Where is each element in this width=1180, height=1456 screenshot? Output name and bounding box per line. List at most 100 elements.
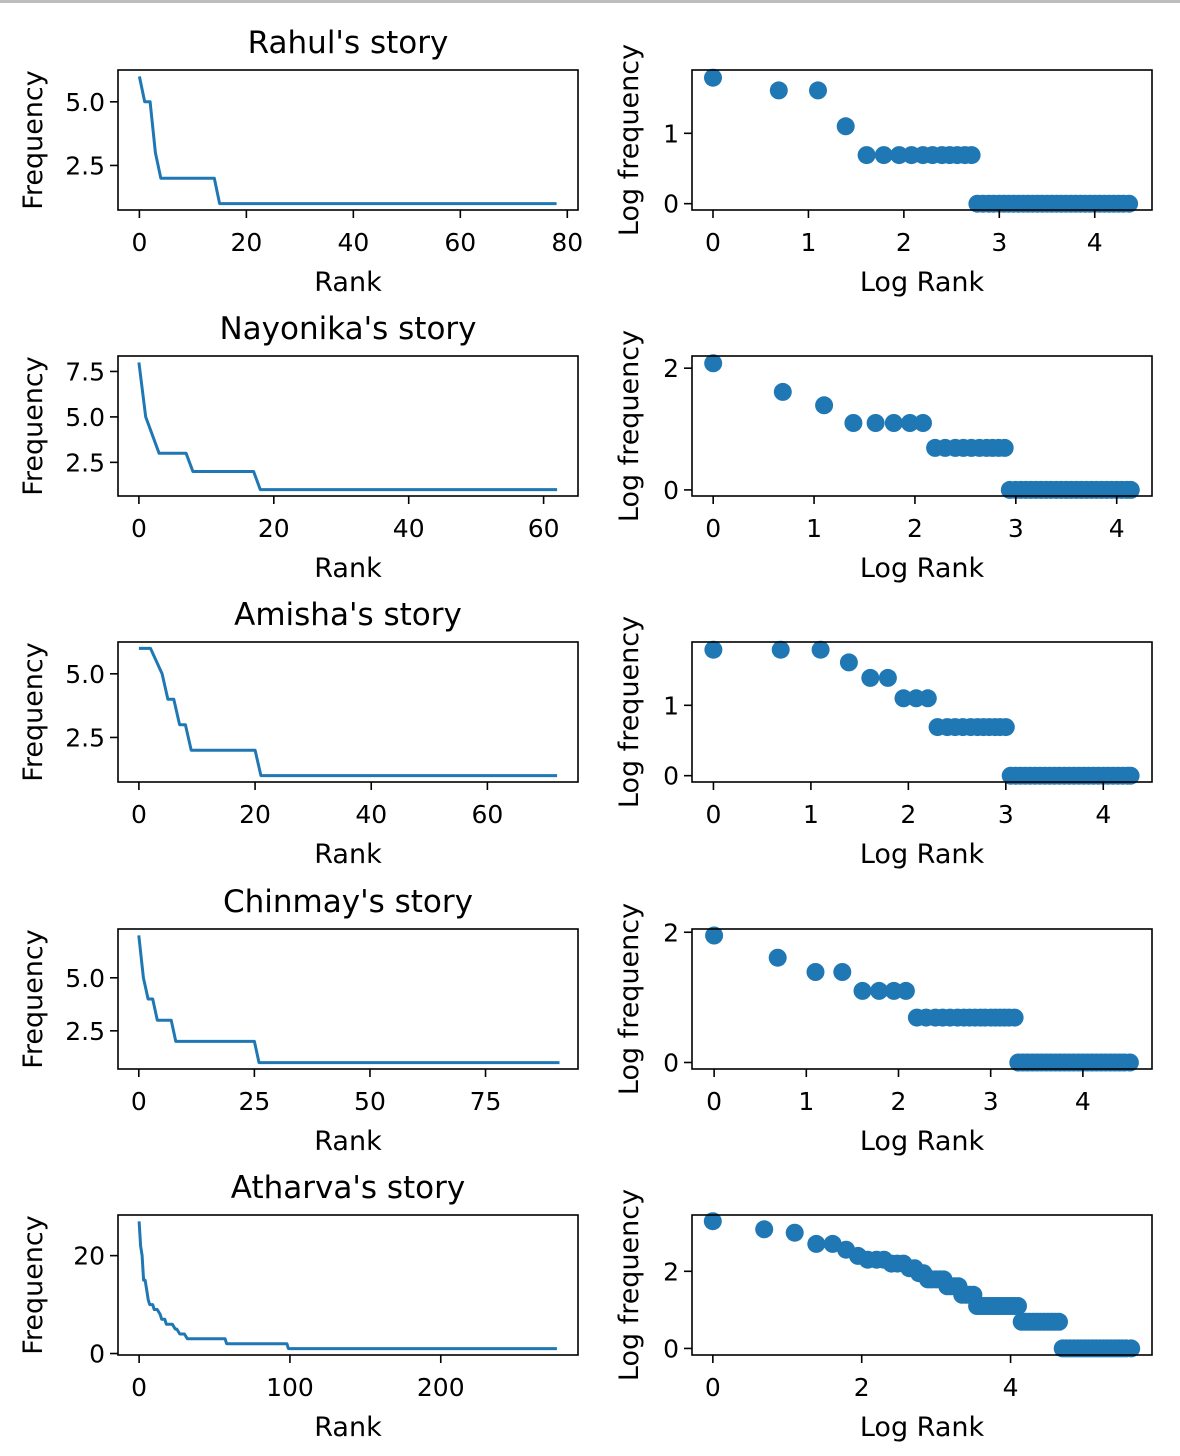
x-tick-label: 3 xyxy=(1008,514,1024,543)
chart-panel-3: 0 20 40 60 2.5 5.0 7.5 Rank Frequency Nayonika's … xyxy=(18,311,579,584)
y-tick-label: 1 xyxy=(663,691,679,720)
data-point xyxy=(900,414,919,432)
data-point xyxy=(1009,1297,1027,1315)
x-tick-label: 0 xyxy=(706,1087,722,1116)
chart-title: Chinmay's story xyxy=(223,884,473,920)
x-tick-label: 0 xyxy=(705,514,721,543)
axes-frame xyxy=(691,641,1153,783)
x-tick-label: 40 xyxy=(393,514,425,543)
x-tick-label: 0 xyxy=(705,800,721,829)
series-line xyxy=(138,646,558,778)
data-point xyxy=(878,668,897,687)
chart-title: Amisha's story xyxy=(234,597,462,633)
x-tick-label: 4 xyxy=(1087,228,1103,257)
y-axis-label: Log frequency xyxy=(614,330,645,522)
x-tick-label: 0 xyxy=(131,514,147,543)
chart-panel-5: 0 20 40 60 2.5 5.0 Rank Frequency Amisha's story xyxy=(18,597,579,870)
y-tick-label: 5.0 xyxy=(65,88,105,117)
x-tick-label: 80 xyxy=(551,228,583,257)
data-point xyxy=(1120,194,1139,213)
x-tick-label: 3 xyxy=(983,1087,999,1116)
x-tick-label: 200 xyxy=(417,1373,465,1402)
chart-panel-6: 0 1 2 3 4 0 1 Log Rank Log frequency xyxy=(614,616,1153,870)
x-axis-label: Rank xyxy=(314,839,382,870)
chart-title: Rahul's story xyxy=(248,25,449,61)
y-tick-label: 1 xyxy=(663,119,679,148)
x-axis-label: Log Rank xyxy=(860,1412,985,1443)
y-axis-label: Frequency xyxy=(18,70,49,210)
data-point xyxy=(1121,766,1140,785)
x-tick-label: 2 xyxy=(896,228,912,257)
x-axis-label: Rank xyxy=(314,1126,382,1157)
data-point xyxy=(914,414,932,432)
series-line xyxy=(137,935,560,1065)
data-point xyxy=(1121,480,1140,499)
data-point xyxy=(768,948,787,967)
data-point xyxy=(704,640,723,659)
data-point xyxy=(844,414,863,432)
y-tick-label: 2.5 xyxy=(65,1017,105,1046)
x-tick-label: 25 xyxy=(238,1087,270,1116)
data-point xyxy=(815,396,834,415)
data-point xyxy=(890,146,909,165)
y-axis-label: Log frequency xyxy=(614,616,645,808)
data-point xyxy=(836,117,855,136)
chart-panel-9: 0 100 200 0 20 Rank Frequency Atharva's story xyxy=(18,1170,579,1443)
x-tick-label: 1 xyxy=(803,800,819,829)
y-tick-label: 0 xyxy=(89,1340,105,1369)
x-axis-label: Log Rank xyxy=(860,267,985,298)
y-tick-label: 5.0 xyxy=(65,964,105,993)
x-tick-label: 1 xyxy=(798,1087,814,1116)
x-tick-label: 0 xyxy=(705,228,721,257)
axes-frame xyxy=(691,69,1153,211)
x-tick-label: 1 xyxy=(800,228,816,257)
data-point xyxy=(704,68,722,87)
x-tick-label: 40 xyxy=(337,228,369,257)
y-tick-label: 2 xyxy=(663,918,679,947)
data-point xyxy=(785,1223,804,1242)
data-point xyxy=(807,1234,826,1253)
chart-panel-8: 0 1 2 3 4 0 2 Log Rank Log frequency xyxy=(614,903,1153,1157)
data-point xyxy=(918,689,937,708)
x-tick-label: 20 xyxy=(258,514,290,543)
data-point xyxy=(811,640,830,659)
x-tick-label: 60 xyxy=(471,800,503,829)
x-tick-label: 75 xyxy=(470,1087,502,1116)
data-point xyxy=(874,146,893,165)
x-tick-label: 0 xyxy=(705,1373,721,1402)
y-tick-label: 0 xyxy=(663,1048,679,1077)
data-point xyxy=(853,981,872,1000)
data-point xyxy=(1005,1008,1024,1027)
x-tick-label: 20 xyxy=(230,228,262,257)
data-point xyxy=(857,146,876,165)
data-point xyxy=(839,653,858,672)
y-tick-label: 2.5 xyxy=(65,448,105,477)
y-tick-label: 20 xyxy=(73,1242,105,1271)
x-axis-label: Log Rank xyxy=(860,553,985,584)
x-axis-label: Rank xyxy=(314,553,382,584)
axes-frame xyxy=(691,928,1153,1070)
x-tick-label: 4 xyxy=(1003,1373,1019,1402)
x-tick-label: 100 xyxy=(266,1373,314,1402)
x-tick-label: 3 xyxy=(998,800,1014,829)
series-line xyxy=(137,76,557,206)
chart-panel-10: 0 2 4 0 2 Log Rank Log frequency xyxy=(614,1189,1153,1443)
data-point xyxy=(773,382,792,401)
y-tick-label: 2 xyxy=(663,354,679,383)
axes-frame xyxy=(117,1214,579,1356)
y-tick-label: 2 xyxy=(663,1257,679,1286)
x-tick-label: 1 xyxy=(806,514,822,543)
x-tick-label: 0 xyxy=(131,1373,147,1402)
x-axis-label: Log Rank xyxy=(860,839,985,870)
y-axis-label: Log frequency xyxy=(614,1189,645,1381)
data-point xyxy=(894,689,913,708)
data-point xyxy=(771,640,790,659)
data-point xyxy=(896,981,915,1000)
x-axis-label: Log Rank xyxy=(860,1126,985,1157)
y-tick-label: 0 xyxy=(663,1334,679,1363)
y-tick-label: 7.5 xyxy=(65,357,105,386)
axes-frame xyxy=(117,69,579,211)
data-point xyxy=(1122,1339,1141,1358)
axes-frame xyxy=(117,355,579,497)
